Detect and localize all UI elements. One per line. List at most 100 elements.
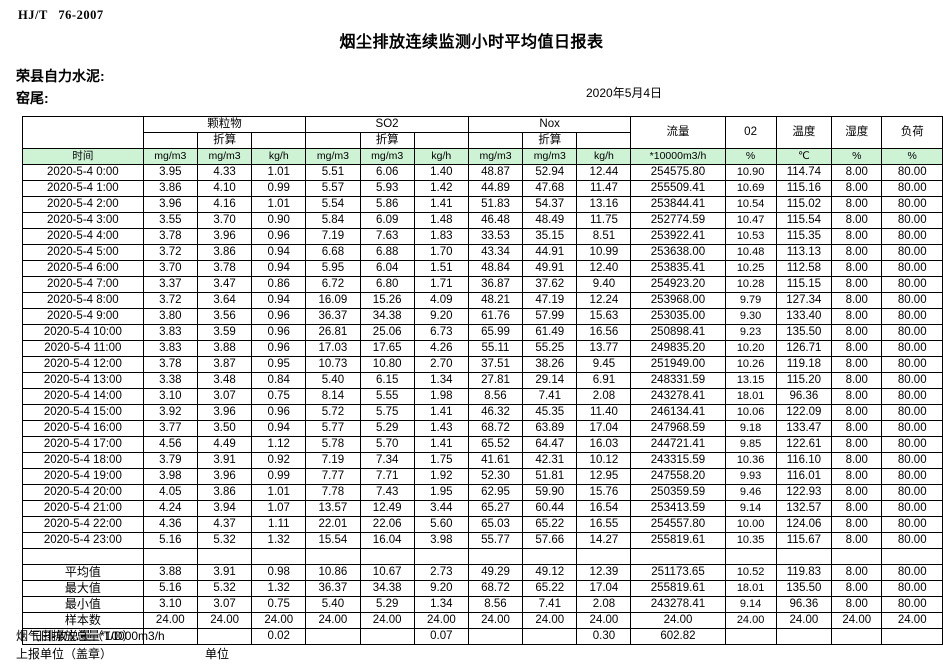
summary-value: 10.52 [724,564,777,581]
cell-value: 52.94 [522,164,578,181]
sub-blank-pm-1 [142,132,198,149]
cell-value: 16.55 [576,516,632,533]
cell-value: 80.00 [881,532,943,549]
cell-value: 7.19 [305,228,361,245]
cell-value: 17.03 [305,340,361,357]
spacer-cell [630,548,726,565]
cell-value: 133.47 [775,420,833,437]
cell-value: 116.10 [775,452,833,469]
cell-value: 0.84 [251,372,307,389]
cell-value: 10.25 [724,260,777,277]
cell-value: 246134.41 [630,404,726,421]
cell-value: 8.00 [831,420,883,437]
cell-value: 60.44 [522,500,578,517]
cell-value: 57.66 [522,532,578,549]
cell-value: 135.50 [775,324,833,341]
summary-value: 9.14 [724,596,777,613]
column-header-flow: 流量 [630,116,726,149]
cell-value: 0.96 [251,228,307,245]
cell-value: 5.72 [305,404,361,421]
sub-header-nox-converted: 折算 [522,132,578,149]
cell-value: 3.91 [196,452,253,469]
cell-value: 5.84 [305,212,361,229]
cell-value: 1.41 [413,404,469,421]
cell-value: 48.87 [467,164,524,181]
cell-value: 34.38 [359,308,415,325]
cell-value: 65.03 [467,516,524,533]
cell-value: 115.54 [775,212,833,229]
cell-value: 243315.59 [630,452,726,469]
cell-value: 122.93 [775,484,833,501]
summary-value: 5.32 [196,580,253,597]
cell-value: 4.56 [142,436,198,453]
summary-value: 96.36 [775,596,833,613]
cell-value: 3.80 [142,308,198,325]
cell-value: 3.55 [142,212,198,229]
cell-value: 65.27 [467,500,524,517]
table-row: 2020-5-4 22:00 4.36 4.37 1.11 22.01 22.06 5.60… [22,516,943,533]
cell-value: 5.32 [196,532,253,549]
summary-value [724,628,777,645]
cell-value: 44.89 [467,180,524,197]
cell-value: 0.99 [251,180,307,197]
cell-value: 6.73 [413,324,469,341]
cell-value: 16.56 [576,324,632,341]
sub-blank-so2-1 [305,132,361,149]
cell-value: 13.57 [305,500,361,517]
cell-value: 26.81 [305,324,361,341]
cell-value: 3.83 [142,340,198,357]
cell-value: 250359.59 [630,484,726,501]
cell-time: 2020-5-4 21:00 [22,500,144,517]
sub-header-pm-converted: 折算 [196,132,253,149]
table-row: 2020-5-4 23:00 5.16 5.32 1.32 15.54 16.04 3.98… [22,532,943,549]
cell-value: 1.01 [251,196,307,213]
summary-value: 24.00 [251,612,307,629]
footnote-unit: 单位 [205,647,230,661]
column-header-o2: 02 [724,116,777,149]
cell-value: 4.37 [196,516,253,533]
summary-value: 49.29 [467,564,524,581]
cell-value: 80.00 [881,452,943,469]
cell-value: 65.22 [522,516,578,533]
cell-value: 5.57 [305,180,361,197]
cell-time: 2020-5-4 3:00 [22,212,144,229]
cell-value: 3.79 [142,452,198,469]
footnote-reporting-unit: 上报单位（盖章） [16,647,113,661]
spacer-cell [881,548,943,565]
cell-value: 5.75 [359,404,415,421]
spacer-cell [724,548,777,565]
cell-value: 80.00 [881,436,943,453]
cell-value: 33.53 [467,228,524,245]
cell-value: 7.63 [359,228,415,245]
cell-value: 80.00 [881,196,943,213]
table-body: 2020-5-4 0:00 3.95 4.33 1.01 5.51 6.06 1.40 48.… [22,164,943,645]
column-header-load: 负荷 [881,116,943,149]
cell-value: 59.90 [522,484,578,501]
cell-value: 47.68 [522,180,578,197]
table-row: 2020-5-4 13:00 3.38 3.48 0.84 5.40 6.15 1.34 27… [22,372,943,389]
header-row-converted: 折算 折算 折算 [23,132,943,149]
cell-value: 11.47 [576,180,632,197]
cell-value: 7.78 [305,484,361,501]
unit-pm-mgm3: mg/m3 [142,148,198,165]
cell-value: 1.42 [413,180,469,197]
cell-time: 2020-5-4 17:00 [22,436,144,453]
cell-value: 11.40 [576,404,632,421]
cell-value: 8.51 [576,228,632,245]
cell-value: 3.38 [142,372,198,389]
summary-value: 24.00 [359,612,415,629]
unit-nox-conv-mgm3: mg/m3 [522,148,578,165]
summary-value [881,628,943,645]
header-row-units: 时间 mg/m3 mg/m3 kg/h mg/m3 mg/m3 kg/h mg/… [22,148,943,165]
cell-value: 3.78 [142,356,198,373]
cell-value: 9.79 [724,292,777,309]
cell-value: 116.01 [775,468,833,485]
cell-value: 3.72 [142,244,198,261]
unit-pm-conv-mgm3: mg/m3 [196,148,253,165]
cell-value: 80.00 [881,420,943,437]
cell-value: 3.98 [142,468,198,485]
cell-value: 80.00 [881,260,943,277]
cell-value: 80.00 [881,388,943,405]
table-row: 2020-5-4 16:00 3.77 3.50 0.94 5.77 5.29 1.43 68… [22,420,943,437]
spacer-cell [251,548,307,565]
